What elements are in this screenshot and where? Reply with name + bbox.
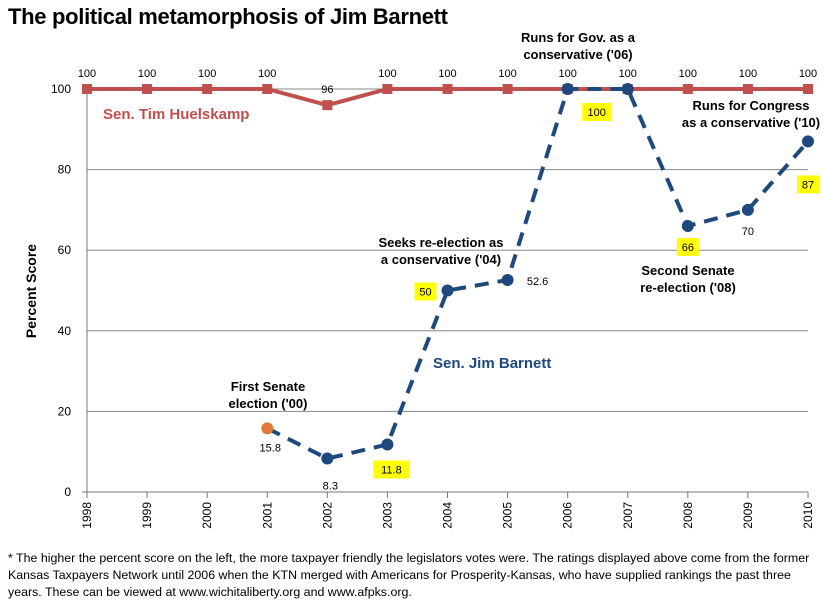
annotation-line: re-election ('08) xyxy=(640,280,736,295)
x-tick-label: 2009 xyxy=(741,502,755,529)
footnote: * The higher the percent score on the le… xyxy=(8,551,810,599)
labels: 100 100 100 100 96 100 100 100 100 100 100 100 100 15… xyxy=(78,30,820,493)
barnett-marker xyxy=(561,83,574,95)
barnett-marker xyxy=(621,83,634,95)
annotation-line: election ('00) xyxy=(229,396,308,411)
annotation-seeks-reelection: Seeks re-election as a conservative ('04) xyxy=(378,235,503,267)
y-tick-label: 0 xyxy=(64,485,71,499)
annotation-line: a conservative ('04) xyxy=(381,252,501,267)
y-tick-label: 80 xyxy=(58,163,72,177)
annotation-line: First Senate xyxy=(231,379,305,394)
huelskamp-data-label: 100 xyxy=(378,68,396,80)
y-tick-label: 60 xyxy=(58,243,72,257)
x-tick-label: 2007 xyxy=(621,502,635,529)
y-tick-label: 40 xyxy=(58,324,72,338)
huelskamp-marker xyxy=(442,84,453,94)
huelskamp-data-label: 100 xyxy=(799,68,817,80)
barnett-data-label: 70 xyxy=(742,226,754,238)
annotation-runs-congress: Runs for Congress as a conservative ('10) xyxy=(682,98,820,130)
huelskamp-marker xyxy=(262,84,273,94)
huelskamp-marker xyxy=(142,84,153,94)
annotation-line: Runs for Congress xyxy=(692,98,809,113)
barnett-data-label: 8.3 xyxy=(323,481,338,493)
huelskamp-data-label: 96 xyxy=(321,84,333,96)
x-tick-label: 2003 xyxy=(380,502,394,529)
huelskamp-marker xyxy=(202,84,213,94)
barnett-data-label: 15.8 xyxy=(260,442,281,454)
barnett-data-label: 11.8 xyxy=(381,464,402,476)
barnett-marker xyxy=(741,203,754,216)
x-tick-label: 1999 xyxy=(140,502,154,529)
huelskamp-data-label: 100 xyxy=(258,68,276,80)
x-tick-label: 2008 xyxy=(681,502,695,529)
huelskamp-data-label: 100 xyxy=(498,68,516,80)
barnett-marker xyxy=(261,422,274,435)
annotation-runs-gov: Runs for Gov. as a conservative ('06) xyxy=(521,30,636,62)
huelskamp-marker xyxy=(682,84,693,94)
x-tick-label: 2006 xyxy=(561,502,575,529)
huelskamp-series-label: Sen. Tim Huelskamp xyxy=(103,106,249,123)
y-axis-title: Percent Score xyxy=(23,244,39,338)
barnett-label-highlight xyxy=(414,282,437,301)
barnett-label-highlight xyxy=(582,103,612,121)
huelskamp-marker xyxy=(382,84,393,94)
annotation-second-senate: Second Senate re-election ('08) xyxy=(640,263,736,295)
x-tick-label: 2010 xyxy=(801,502,815,529)
huelskamp-data-label: 100 xyxy=(138,68,156,80)
huelskamp-data-label: 100 xyxy=(438,68,456,80)
barnett-marker xyxy=(681,220,694,233)
huelskamp-marker xyxy=(322,100,333,111)
barnett-marker xyxy=(441,284,454,297)
x-tick-label: 1998 xyxy=(80,502,94,529)
barnett-marker xyxy=(321,452,334,465)
huelskamp-data-label: 100 xyxy=(739,68,757,80)
annotation-line: as a conservative ('10) xyxy=(682,115,820,130)
huelskamp-marker xyxy=(803,84,813,94)
barnett-data-label: 100 xyxy=(587,107,605,119)
huelskamp-data-label: 100 xyxy=(619,68,637,80)
annotation-first-senate: First Senate election ('00) xyxy=(229,379,308,411)
barnett-data-label: 66 xyxy=(682,242,694,254)
barnett-label-highlight xyxy=(373,460,410,479)
barnett-data-label: 50 xyxy=(419,287,431,299)
annotation-line: Seeks re-election as xyxy=(378,235,503,250)
barnett-line xyxy=(266,87,810,461)
huelskamp-data-label: 100 xyxy=(198,68,216,80)
barnett-marker xyxy=(501,274,514,287)
barnett-marker xyxy=(381,438,394,451)
barnett-label-highlight xyxy=(676,238,699,257)
barnett-data-label: 52.6 xyxy=(527,276,548,288)
barnett-marker xyxy=(802,135,814,148)
huelskamp-marker xyxy=(82,84,92,94)
x-tick-label: 2002 xyxy=(320,502,334,529)
axes: 0 20 40 60 80 100 1998 1999 2000 2001 2002 2003 2004… xyxy=(23,82,815,529)
annotation-line: conservative ('06) xyxy=(523,47,632,62)
barnett-series-label: Sen. Jim Barnett xyxy=(433,355,551,372)
huelskamp-data-label: 100 xyxy=(558,68,576,80)
y-tick-label: 100 xyxy=(51,82,71,96)
huelskamp-marker xyxy=(502,84,513,94)
barnett-label-highlight xyxy=(797,175,819,194)
huelskamp-data-label: 100 xyxy=(78,68,96,80)
barnett-data-label: 87 xyxy=(802,179,814,191)
line-chart: 0 20 40 60 80 100 1998 1999 2000 2001 2002 2003 2004… xyxy=(23,30,820,529)
series xyxy=(82,83,814,465)
x-tick-label: 2000 xyxy=(200,502,214,529)
huelskamp-data-label: 100 xyxy=(679,68,697,80)
annotation-line: Runs for Gov. as a xyxy=(521,30,636,45)
x-tick-label: 2005 xyxy=(501,502,515,529)
x-tick-label: 2004 xyxy=(441,502,455,529)
x-tick-label: 2001 xyxy=(260,502,274,529)
chart-title: The political metamorphosis of Jim Barne… xyxy=(8,4,448,29)
y-tick-label: 20 xyxy=(58,404,72,418)
huelskamp-marker xyxy=(742,84,753,94)
annotation-line: Second Senate xyxy=(641,263,734,278)
